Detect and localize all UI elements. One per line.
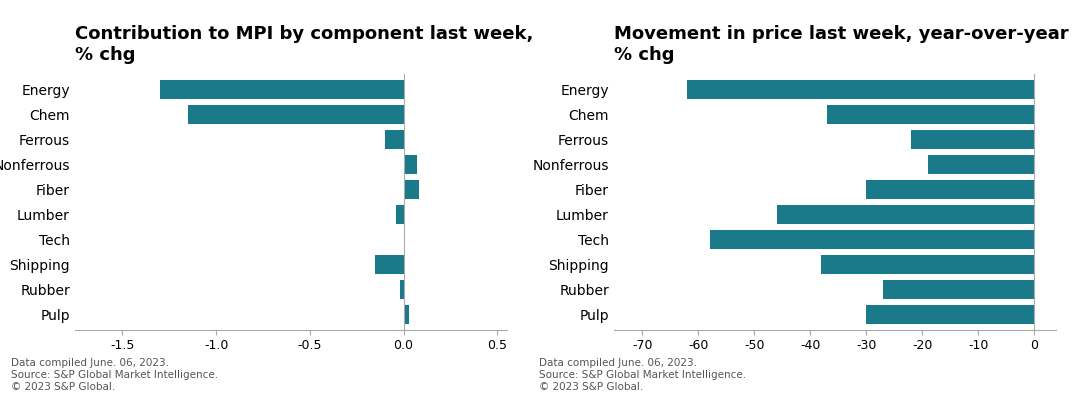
Text: Data compiled June. 06, 2023.
Source: S&P Global Market Intelligence.
© 2023 S&P: Data compiled June. 06, 2023. Source: S&… <box>11 358 218 392</box>
Bar <box>867 305 1034 324</box>
Bar <box>188 105 403 124</box>
Bar <box>396 205 403 224</box>
Bar <box>400 280 403 299</box>
Bar <box>385 130 403 149</box>
Text: Data compiled June. 06, 2023.
Source: S&P Global Market Intelligence.
© 2023 S&P: Data compiled June. 06, 2023. Source: S&… <box>539 358 746 392</box>
Bar <box>403 180 418 199</box>
Bar <box>867 180 1034 199</box>
Bar <box>403 155 417 174</box>
Bar <box>777 205 1034 224</box>
Text: Movement in price last week, year-over-year
% chg: Movement in price last week, year-over-y… <box>614 26 1069 64</box>
Bar <box>403 305 410 324</box>
Bar <box>375 255 403 274</box>
Bar <box>911 130 1034 149</box>
Text: Contribution to MPI by component last week,
% chg: Contribution to MPI by component last we… <box>75 26 534 64</box>
Bar <box>827 105 1034 124</box>
Bar <box>160 80 403 98</box>
Bar <box>821 255 1034 274</box>
Bar <box>928 155 1034 174</box>
Bar <box>883 280 1034 299</box>
Bar <box>687 80 1034 98</box>
Bar <box>709 230 1034 249</box>
